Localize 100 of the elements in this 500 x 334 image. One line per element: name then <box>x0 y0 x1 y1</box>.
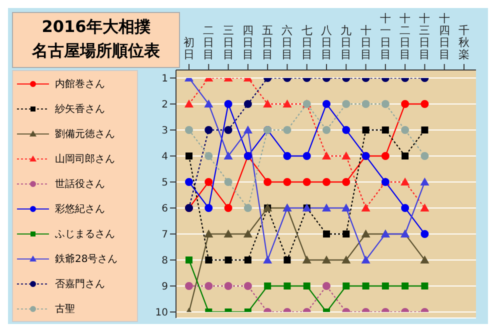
legend-label: ふじまるさん <box>55 228 115 240</box>
point <box>342 178 350 186</box>
point <box>401 204 410 212</box>
point <box>342 256 351 264</box>
point <box>322 152 331 160</box>
x-tick-label: 十日目 <box>360 24 372 61</box>
x-tick-label: 十四日目 <box>438 12 450 61</box>
point <box>244 282 252 290</box>
x-tick-label: 初日 <box>184 36 194 61</box>
point <box>303 282 310 290</box>
point <box>243 126 252 134</box>
point <box>362 126 370 134</box>
point <box>302 256 312 264</box>
point <box>283 152 292 160</box>
point <box>322 204 331 212</box>
point <box>204 126 213 134</box>
point <box>342 204 351 212</box>
point <box>224 204 232 212</box>
point <box>322 100 330 108</box>
point <box>204 204 213 212</box>
x-tick-label: 五日目 <box>262 24 274 61</box>
point <box>204 178 213 186</box>
point <box>185 178 193 186</box>
point <box>420 152 429 160</box>
point <box>402 282 409 290</box>
point <box>204 152 213 160</box>
point <box>284 282 291 290</box>
point <box>244 204 252 212</box>
y-tick-label: 10 <box>155 308 168 319</box>
point <box>264 178 272 186</box>
point <box>186 152 192 160</box>
point <box>184 100 194 108</box>
point <box>323 230 330 238</box>
legend-label: 劉備元徳さん <box>55 128 115 140</box>
point <box>342 230 350 238</box>
legend-label: 山岡司郎さん <box>55 152 115 166</box>
point <box>401 100 410 108</box>
legend-label: 鉄爺28号さん <box>55 252 118 266</box>
point <box>264 282 272 290</box>
point <box>224 282 232 290</box>
legend-label: 古聖 <box>55 302 75 316</box>
point <box>185 282 193 290</box>
point <box>282 100 292 108</box>
point <box>263 256 272 264</box>
y-tick-label: 5 <box>162 178 168 189</box>
chart-title: 2016年大相撲 <box>40 16 152 38</box>
point <box>342 282 350 290</box>
point <box>402 152 409 160</box>
point <box>283 178 292 186</box>
y-tick-label: 3 <box>162 126 168 137</box>
legend-label: 紗矢香さん <box>55 102 105 116</box>
y-tick-label: 1 <box>162 74 168 85</box>
point <box>185 126 193 134</box>
point <box>322 282 330 290</box>
x-tick-label: 十二日目 <box>400 12 411 61</box>
point <box>244 256 252 264</box>
legend-label: 彩悠紀さん <box>55 202 105 216</box>
x-tick-label: 千秋楽 <box>458 24 470 61</box>
point <box>342 100 350 108</box>
point <box>381 100 390 108</box>
point <box>204 282 213 290</box>
x-tick-label: 十三日目 <box>419 12 430 61</box>
y-tick-label: 2 <box>162 100 168 111</box>
point <box>400 178 410 186</box>
x-tick-label: 三日目 <box>222 24 234 61</box>
point <box>420 178 430 186</box>
point <box>401 126 410 134</box>
point <box>382 126 389 134</box>
point <box>302 178 311 186</box>
x-tick-label: 十一日目 <box>380 12 391 61</box>
x-tick-label: 七日目 <box>301 24 312 61</box>
chart-subtitle: 名古屋場所順位表 <box>30 40 161 62</box>
point <box>204 100 214 108</box>
point <box>361 204 370 212</box>
point <box>421 126 428 134</box>
point <box>224 178 232 186</box>
y-tick-label: 8 <box>162 256 168 267</box>
point <box>186 256 192 264</box>
point <box>342 126 350 134</box>
point <box>362 282 370 290</box>
x-tick-label: 六日目 <box>282 24 293 61</box>
point <box>322 256 331 264</box>
point <box>224 230 233 238</box>
point <box>420 100 429 108</box>
x-tick-label: 九日目 <box>340 24 352 61</box>
point <box>284 256 291 264</box>
point <box>244 100 252 108</box>
point <box>243 230 252 238</box>
point <box>420 230 429 238</box>
point <box>381 152 390 160</box>
point <box>322 178 330 186</box>
x-tick-label: 四日目 <box>242 24 254 61</box>
point <box>382 282 389 290</box>
point <box>420 256 430 264</box>
point <box>204 230 214 238</box>
y-tick-label: 4 <box>162 152 168 163</box>
y-tick-label: 9 <box>162 282 168 293</box>
point <box>420 204 430 212</box>
x-tick-label: 二日目 <box>203 24 214 61</box>
point <box>302 152 311 160</box>
